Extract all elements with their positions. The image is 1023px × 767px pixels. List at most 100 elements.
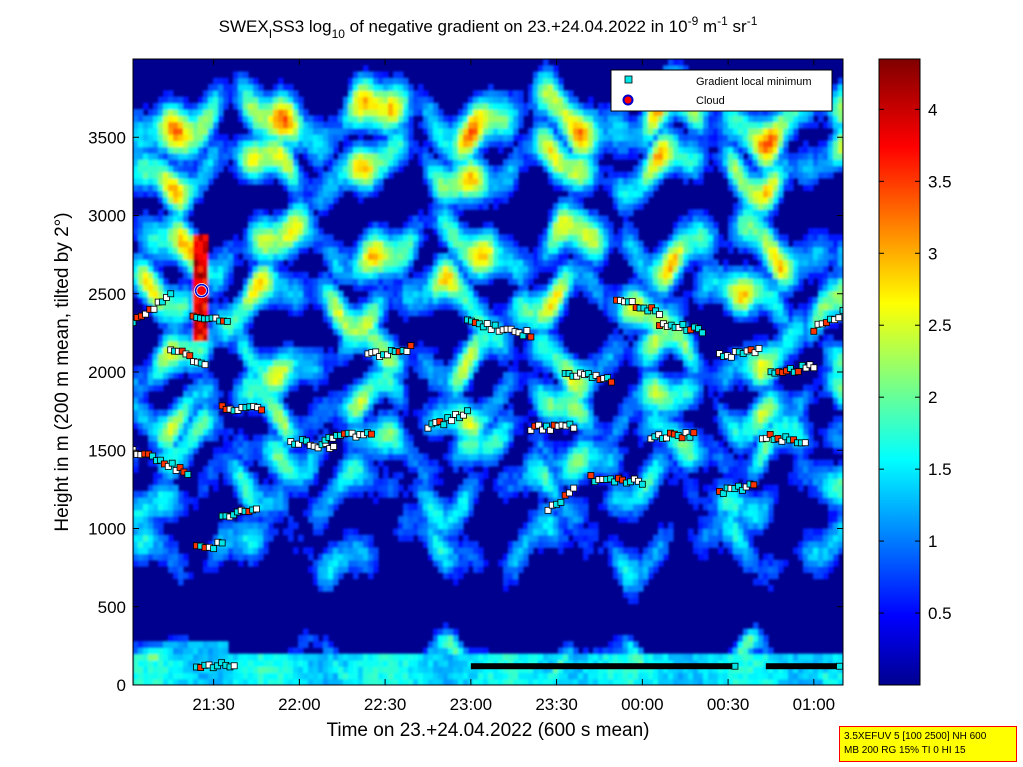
heat-cell bbox=[153, 415, 159, 423]
heat-cell bbox=[338, 253, 344, 260]
heat-cell bbox=[183, 253, 189, 260]
heat-cell bbox=[283, 409, 289, 417]
heat-cell bbox=[173, 503, 179, 511]
heat-cell bbox=[468, 647, 474, 655]
heat-cell bbox=[158, 334, 164, 342]
heat-cell bbox=[148, 440, 154, 448]
heat-cell bbox=[268, 146, 274, 154]
heat-cell bbox=[358, 303, 364, 310]
heat-cell bbox=[343, 678, 349, 685]
heat-cell bbox=[463, 246, 469, 254]
heat-cell bbox=[168, 284, 174, 292]
heat-cell bbox=[493, 653, 499, 661]
heat-cell bbox=[233, 434, 239, 442]
heat-cell bbox=[273, 659, 279, 667]
heat-cell bbox=[478, 190, 484, 198]
heat-cell bbox=[258, 346, 264, 354]
heat-cell bbox=[403, 121, 409, 129]
heat-cell bbox=[303, 365, 309, 373]
heat-cell bbox=[148, 146, 154, 154]
heat-cell bbox=[253, 678, 259, 685]
heat-cell bbox=[173, 653, 179, 661]
heat-cell bbox=[253, 77, 259, 85]
heat-cell bbox=[528, 328, 534, 336]
heat-cell bbox=[318, 397, 324, 404]
heat-cell bbox=[208, 165, 214, 173]
heat-cell bbox=[388, 290, 394, 298]
heat-cell bbox=[198, 321, 204, 329]
heat-cell bbox=[493, 246, 499, 254]
heat-cell bbox=[273, 159, 279, 167]
heat-cell bbox=[383, 159, 389, 167]
heat-cell bbox=[288, 102, 294, 110]
heat-cell bbox=[383, 253, 389, 260]
heat-cell bbox=[228, 541, 234, 548]
heat-cell bbox=[233, 453, 239, 461]
heat-cell bbox=[328, 365, 334, 373]
heat-cell bbox=[163, 253, 169, 260]
heat-cell bbox=[468, 121, 474, 129]
heat-cell bbox=[348, 559, 354, 567]
heat-cell bbox=[493, 309, 499, 317]
heat-cell bbox=[203, 566, 209, 573]
heat-cell bbox=[223, 240, 229, 248]
heat-cell bbox=[468, 152, 474, 160]
heat-cell bbox=[338, 134, 344, 141]
heat-cell bbox=[443, 134, 449, 141]
heat-cell bbox=[403, 509, 409, 517]
heat-cell bbox=[143, 666, 149, 674]
heat-cell bbox=[393, 240, 399, 248]
heat-cell bbox=[408, 146, 414, 154]
heat-cell bbox=[258, 534, 264, 542]
heat-cell bbox=[138, 547, 144, 555]
heat-cell bbox=[238, 353, 244, 361]
heat-cell bbox=[408, 522, 414, 530]
heat-cell bbox=[168, 321, 174, 329]
heat-cell bbox=[343, 115, 349, 123]
heat-cell bbox=[348, 84, 354, 91]
heat-cell bbox=[313, 465, 319, 473]
heat-cell bbox=[183, 666, 189, 674]
heat-cell bbox=[418, 303, 424, 310]
heat-cell bbox=[508, 165, 514, 173]
heat-cell bbox=[438, 184, 444, 192]
heat-cell bbox=[268, 121, 274, 129]
heat-cell bbox=[168, 365, 174, 373]
heat-cell bbox=[228, 165, 234, 173]
heat-cell bbox=[138, 296, 144, 304]
heat-cell bbox=[188, 115, 194, 123]
heat-cell bbox=[283, 484, 289, 492]
heat-cell bbox=[238, 240, 244, 248]
heat-cell bbox=[363, 278, 369, 285]
heat-cell bbox=[473, 303, 479, 310]
heat-cell bbox=[273, 127, 279, 135]
heat-cell bbox=[203, 240, 209, 248]
heat-cell bbox=[173, 459, 179, 467]
heat-cell bbox=[303, 171, 309, 179]
heat-cell bbox=[308, 152, 314, 160]
heat-cell bbox=[163, 553, 169, 561]
heat-cell bbox=[473, 428, 479, 436]
heat-cell bbox=[193, 278, 199, 285]
heat-cell bbox=[303, 196, 309, 204]
heat-cell bbox=[328, 202, 334, 210]
heat-cell bbox=[243, 309, 249, 317]
heat-cell bbox=[178, 672, 184, 680]
heat-cell bbox=[143, 278, 149, 285]
heat-cell bbox=[233, 77, 239, 85]
heat-cell bbox=[313, 177, 319, 185]
heat-cell bbox=[248, 553, 254, 561]
heat-cell bbox=[498, 171, 504, 179]
heat-cell bbox=[478, 334, 484, 342]
heat-cell bbox=[323, 303, 329, 310]
heat-cell bbox=[153, 372, 159, 379]
heat-cell bbox=[513, 346, 519, 354]
heat-cell bbox=[238, 303, 244, 310]
heat-cell bbox=[133, 409, 139, 417]
heat-cell bbox=[403, 240, 409, 248]
heat-cell bbox=[463, 115, 469, 123]
heat-cell bbox=[423, 109, 429, 116]
heat-cell bbox=[243, 384, 249, 392]
heat-cell bbox=[278, 453, 284, 461]
heat-cell bbox=[378, 253, 384, 260]
